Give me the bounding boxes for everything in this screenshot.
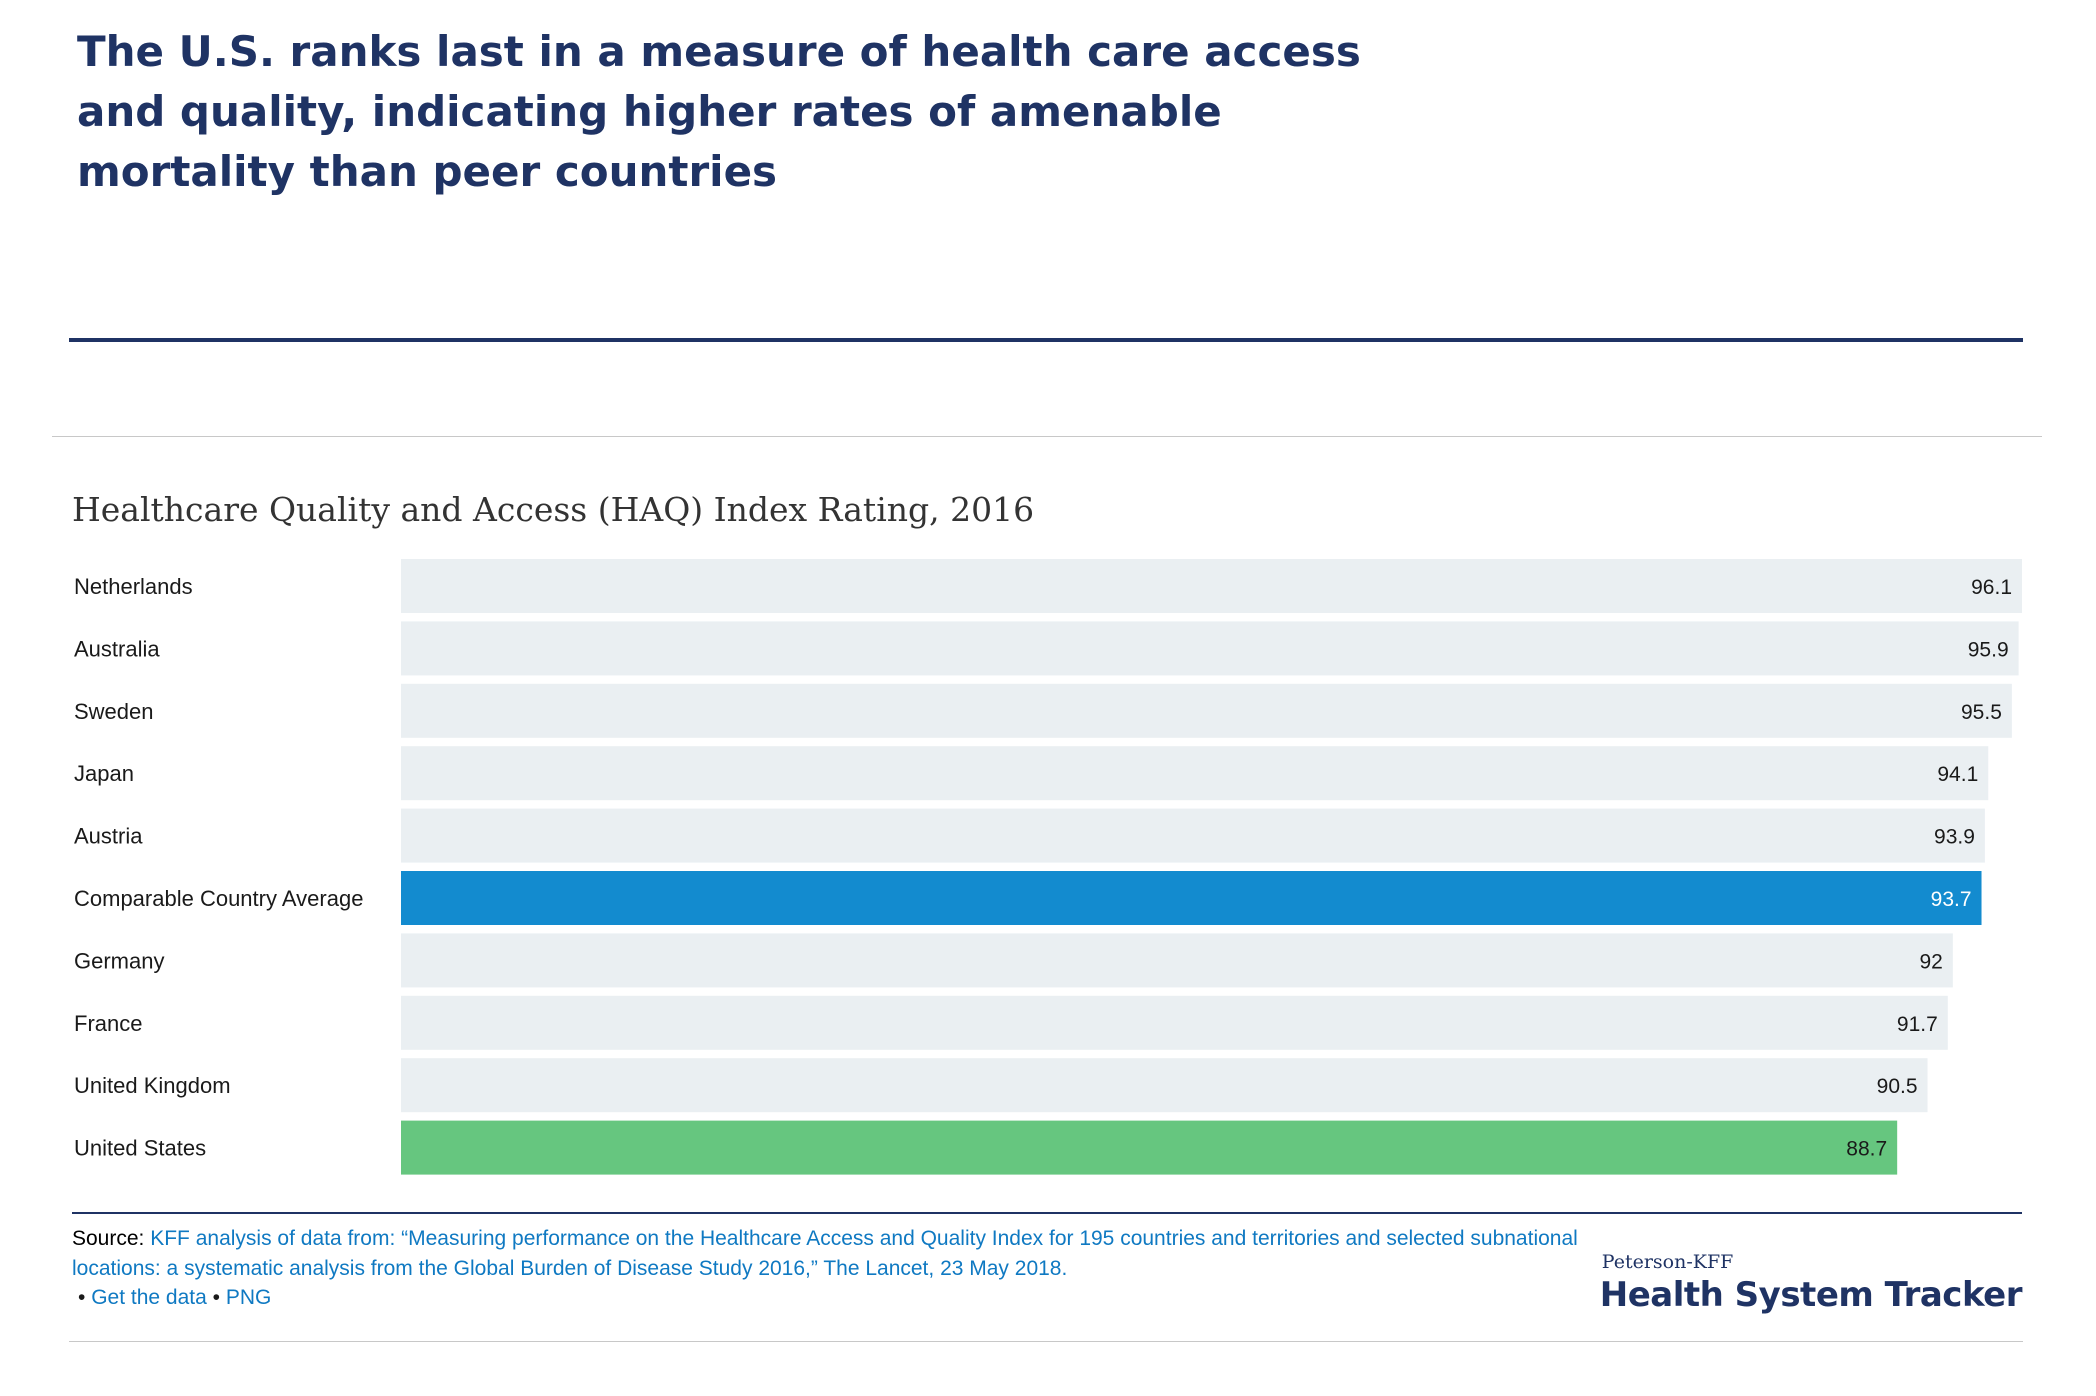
category-label-sweden: Sweden — [74, 699, 154, 724]
value-label-france: 91.7 — [1897, 1013, 1938, 1036]
bar-germany[interactable] — [401, 933, 1953, 988]
value-label-united-kingdom: 90.5 — [1877, 1075, 1918, 1098]
bullet-separator: • — [212, 1286, 220, 1309]
bar-australia[interactable] — [401, 621, 2019, 676]
category-label-australia: Australia — [74, 636, 160, 661]
value-label-austria: 93.9 — [1934, 826, 1975, 849]
bar-france[interactable] — [401, 995, 1948, 1050]
value-label-united-states: 88.7 — [1846, 1138, 1887, 1161]
get-data-link[interactable]: Get the data — [91, 1286, 207, 1309]
source-label: Source: — [72, 1227, 145, 1250]
category-label-japan: Japan — [74, 761, 134, 786]
value-label-germany: 92 — [1919, 950, 1942, 973]
category-label-comparable-country-average: Comparable Country Average — [74, 886, 363, 911]
brand-logo: Peterson-KFF Health System Tracker — [1599, 1251, 2023, 1315]
value-label-australia: 95.9 — [1968, 638, 2009, 661]
download-links: • Get the data • PNG — [78, 1283, 271, 1313]
category-label-austria: Austria — [74, 824, 143, 849]
value-label-comparable-country-average: 93.7 — [1931, 888, 1972, 911]
value-label-japan: 94.1 — [1937, 763, 1978, 786]
category-label-france: France — [74, 1011, 142, 1036]
brand-subtitle: Peterson-KFF — [1601, 1251, 1734, 1273]
bar-united-kingdom[interactable] — [401, 1058, 1928, 1113]
bar-netherlands[interactable] — [401, 559, 2022, 613]
source-citation-link[interactable]: KFF analysis of data from: “Measuring pe… — [72, 1227, 1578, 1280]
brand-name: Health System Tracker — [1599, 1275, 2023, 1315]
category-label-germany: Germany — [74, 948, 164, 973]
headline-divider — [69, 338, 2023, 342]
bar-united-states[interactable] — [401, 1120, 1898, 1175]
section-divider — [52, 436, 2042, 437]
bar-japan[interactable] — [401, 746, 1989, 801]
chart-headline: The U.S. ranks last in a measure of heal… — [77, 27, 1361, 196]
bottom-divider — [69, 1341, 2023, 1342]
png-link[interactable]: PNG — [225, 1286, 272, 1309]
chart-title: Healthcare Quality and Access (HAQ) Inde… — [72, 490, 1035, 529]
bar-austria[interactable] — [401, 808, 1985, 863]
category-label-united-kingdom: United Kingdom — [74, 1073, 231, 1098]
source-note: Source: KFF analysis of data from: “Meas… — [72, 1224, 1592, 1284]
chart-footer-divider — [72, 1212, 2022, 1214]
bullet-separator: • — [78, 1286, 86, 1309]
value-label-sweden: 95.5 — [1961, 701, 2002, 724]
category-label-united-states: United States — [74, 1136, 206, 1161]
category-label-netherlands: Netherlands — [74, 574, 193, 599]
bar-sweden[interactable] — [401, 683, 2012, 738]
value-label-netherlands: 96.1 — [1971, 576, 2012, 599]
bar-comparable-country-average[interactable] — [401, 871, 1982, 925]
